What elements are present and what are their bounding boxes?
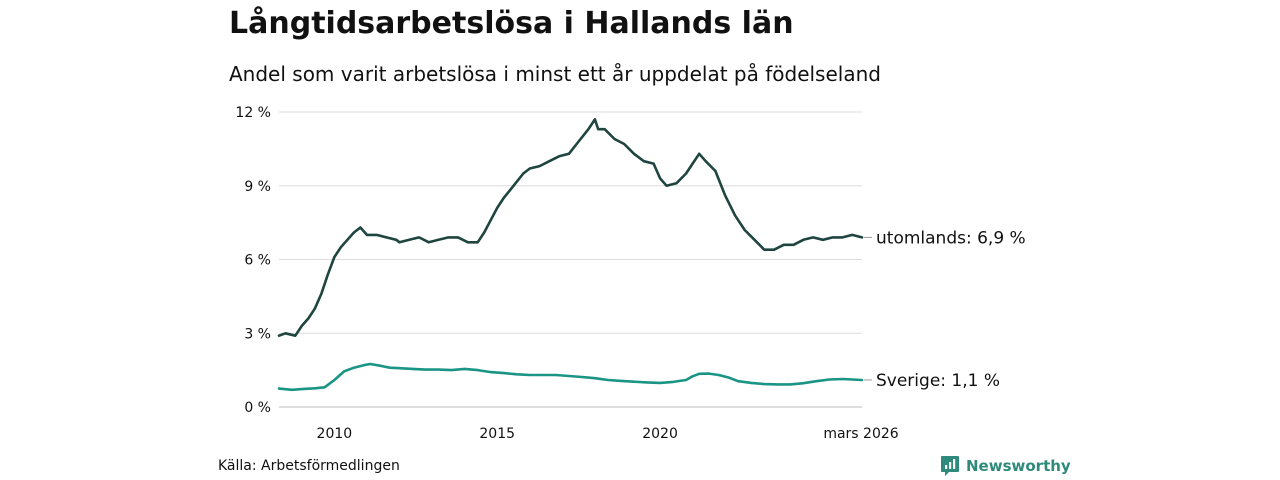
chart-subtitle: Andel som varit arbetslösa i minst ett å… [229, 62, 881, 86]
series-end-label: utomlands: 6,9 % [876, 228, 1026, 248]
source-label: Källa: Arbetsförmedlingen [218, 458, 400, 474]
series-line-sverige [277, 362, 864, 392]
y-tick-label: 3 % [244, 326, 271, 342]
series-line-utomlands [277, 118, 864, 337]
newsworthy-logo[interactable]: Newsworthy [940, 455, 1071, 477]
line-chart: 0 % 3 % 6 % 9 % 12 % 2010 2015 2020 mars 2026 u… [235, 105, 1026, 442]
y-tick-label: 0 % [244, 400, 271, 416]
y-tick-label: 12 % [235, 105, 271, 121]
newsworthy-icon [941, 456, 959, 476]
series-end-labels: utomlands: 6,9 % Sverige: 1,1 % [864, 228, 1026, 391]
x-tick-label: 2015 [479, 426, 515, 442]
gridlines [279, 111, 862, 408]
y-axis-ticks: 0 % 3 % 6 % 9 % 12 % [235, 105, 271, 416]
y-tick-label: 9 % [244, 179, 271, 195]
chart-title: Långtidsarbetslösa i Hallands län [229, 6, 794, 41]
x-tick-label: 2020 [642, 426, 678, 442]
x-tick-label: mars 2026 [823, 426, 898, 442]
x-axis-ticks: 2010 2015 2020 mars 2026 [317, 426, 899, 442]
y-tick-label: 6 % [244, 253, 271, 269]
series-lines [277, 118, 864, 392]
series-end-label: Sverige: 1,1 % [876, 371, 1000, 391]
brand-name: Newsworthy [966, 457, 1071, 475]
x-tick-label: 2010 [317, 426, 353, 442]
